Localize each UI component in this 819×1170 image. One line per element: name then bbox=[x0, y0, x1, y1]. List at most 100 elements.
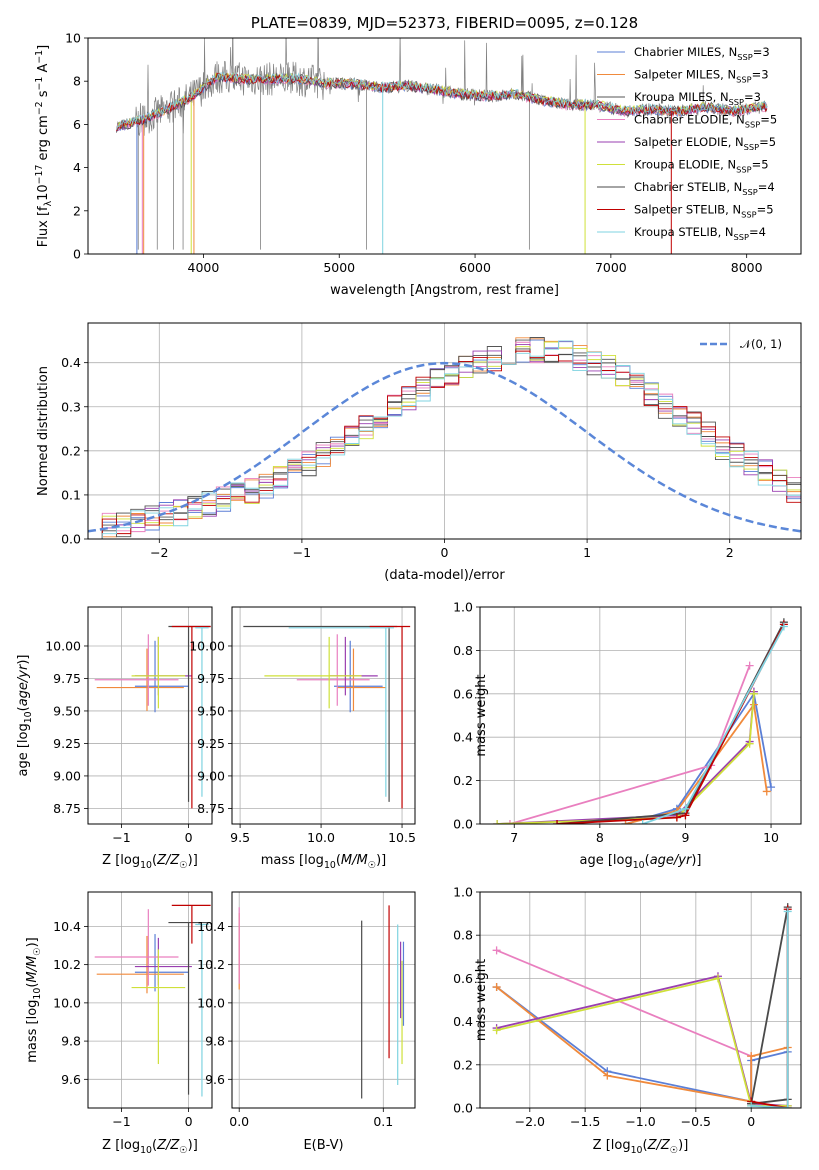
y-tick-label: 10.00 bbox=[189, 638, 225, 653]
y-axis-label: Flux [fλ10−17 erg cm−2 s−1 A−1] bbox=[34, 45, 54, 247]
axes-frame bbox=[87, 891, 213, 1109]
y-tick-label: 10.0 bbox=[53, 995, 81, 1010]
axes-frame bbox=[479, 606, 802, 825]
errorbar-point bbox=[171, 625, 211, 809]
y-tick-label: 0.0 bbox=[453, 817, 473, 832]
x-tick-label: 4000 bbox=[188, 260, 220, 275]
y-axis-label: mass weight bbox=[474, 674, 489, 756]
x-axis-label: Z [log10(Z/Z☉)] bbox=[102, 1138, 198, 1156]
chart-title: PLATE=0839, MJD=52373, FIBERID=0095, z=0… bbox=[251, 14, 638, 32]
y-tick-label: 0.1 bbox=[61, 487, 81, 502]
panel-8: −2.0 −1.5 −1.0 −0.5 0 0.0 0.2 0.4 0.6 0.8 1.0 bbox=[453, 885, 802, 1129]
y-tick-label: 6 bbox=[73, 117, 81, 132]
panel-7: 0.0 0.1 9.6 9.8 10.0 10.2 10.4 bbox=[197, 891, 416, 1129]
y-tick-label: 0 bbox=[73, 247, 81, 262]
weight-line bbox=[496, 986, 788, 1103]
x-axis-label: (data-model)/error bbox=[384, 568, 505, 583]
y-tick-label: 1.0 bbox=[453, 885, 473, 900]
weight-line bbox=[556, 621, 785, 824]
legend-label: Salpeter STELIB, NSSP=5 bbox=[634, 203, 774, 220]
y-tick-label: 0.8 bbox=[453, 928, 473, 943]
weight-line bbox=[751, 911, 789, 1108]
y-tick-label: 8.75 bbox=[197, 801, 225, 816]
errorbar-point bbox=[94, 634, 179, 706]
y-tick-label: 9.6 bbox=[205, 1072, 225, 1087]
plot-area bbox=[492, 903, 792, 1108]
weight-marker bbox=[747, 1052, 756, 1061]
x-tick-label: −1 bbox=[293, 545, 311, 560]
weight-marker bbox=[603, 1071, 612, 1080]
legend-label: Salpeter ELODIE, NSSP=5 bbox=[634, 135, 776, 152]
y-tick-label: 0.6 bbox=[453, 686, 473, 701]
model-spectrum bbox=[116, 72, 768, 131]
weight-marker bbox=[492, 946, 501, 955]
errorbar-point bbox=[134, 937, 192, 986]
weight-line bbox=[496, 949, 753, 1104]
x-tick-label: 10 bbox=[763, 830, 779, 845]
weight-marker bbox=[553, 820, 562, 824]
errorbar-point bbox=[195, 923, 209, 1097]
panel-1: 4000 5000 6000 7000 8000 0 2 4 6 8 10 bbox=[65, 31, 802, 275]
errorbar-point bbox=[96, 935, 184, 994]
weight-marker bbox=[779, 622, 788, 631]
y-tick-label: 9.75 bbox=[53, 671, 81, 686]
weight-marker bbox=[713, 974, 722, 983]
x-tick-label: 10.5 bbox=[388, 830, 416, 845]
legend-label: Chabrier MILES, NSSP=3 bbox=[634, 45, 770, 62]
errorbar-point bbox=[168, 921, 211, 1095]
y-tick-label: 9.75 bbox=[197, 671, 225, 686]
y-tick-label: 2 bbox=[73, 203, 81, 218]
legend-label: Kroupa ELODIE, NSSP=5 bbox=[634, 158, 769, 175]
weight-line bbox=[496, 977, 788, 1107]
y-tick-label: 0.4 bbox=[453, 730, 473, 745]
panel-5: 7 8 9 10 0.0 0.2 0.4 0.6 0.8 1.0 bbox=[453, 600, 802, 845]
y-tick-label: 9.8 bbox=[205, 1034, 225, 1049]
plot-area bbox=[493, 618, 788, 824]
y-tick-label: 10.2 bbox=[197, 957, 225, 972]
weight-line bbox=[642, 626, 785, 824]
weight-marker bbox=[492, 983, 501, 992]
x-tick-label: 0 bbox=[185, 830, 193, 845]
y-tick-label: 0.0 bbox=[61, 532, 81, 547]
x-tick-label: −2.0 bbox=[515, 1114, 545, 1129]
x-tick-label: 0.1 bbox=[373, 1114, 393, 1129]
y-axis-label: mass [log10(M/M☉)] bbox=[25, 937, 43, 1063]
panel-3: −1 0 8.75 9.00 9.25 9.50 9.75 10.00 bbox=[45, 606, 213, 845]
y-tick-label: 10.2 bbox=[53, 957, 81, 972]
plot-area bbox=[116, 38, 768, 254]
weight-marker bbox=[505, 820, 514, 824]
y-tick-label: 9.00 bbox=[197, 768, 225, 783]
x-tick-label: 8000 bbox=[731, 260, 763, 275]
weight-marker bbox=[493, 820, 502, 824]
y-tick-label: 1.0 bbox=[453, 600, 473, 615]
errorbar-point bbox=[134, 934, 189, 992]
legend: Chabrier MILES, NSSP=3 Salpeter MILES, NS… bbox=[597, 45, 777, 242]
weight-marker bbox=[783, 1104, 792, 1108]
errorbar-point bbox=[131, 949, 186, 1065]
x-tick-label: −1 bbox=[112, 830, 130, 845]
y-tick-label: 10.4 bbox=[197, 919, 225, 934]
weight-marker bbox=[621, 820, 630, 824]
y-tick-label: 0.3 bbox=[61, 399, 81, 414]
weight-line bbox=[750, 906, 789, 1105]
panel-2: −2 −1 0 1 2 0.0 0.1 0.2 0.3 0.4 bbox=[61, 322, 802, 560]
axes-frame bbox=[231, 891, 416, 1109]
x-tick-label: −1.0 bbox=[625, 1114, 655, 1129]
axes-frame bbox=[87, 606, 213, 825]
x-axis-label: E(B-V) bbox=[303, 1138, 343, 1153]
y-tick-label: 9.25 bbox=[197, 736, 225, 751]
y-tick-label: 9.6 bbox=[61, 1072, 81, 1087]
errorbar-point bbox=[131, 636, 186, 709]
x-axis-label: age [log10(age/yr)] bbox=[579, 853, 701, 871]
weight-marker bbox=[783, 907, 792, 916]
residual-histogram bbox=[88, 340, 801, 539]
x-axis-label: wavelength [Angstrom, rest frame] bbox=[330, 283, 559, 298]
weight-marker bbox=[492, 1026, 501, 1035]
model-spectrum bbox=[116, 71, 768, 130]
y-tick-label: 0.4 bbox=[61, 355, 81, 370]
y-tick-label: 9.50 bbox=[197, 703, 225, 718]
y-tick-label: 4 bbox=[73, 160, 81, 175]
weight-marker bbox=[745, 661, 754, 670]
weight-line bbox=[625, 702, 768, 824]
x-tick-label: −0.5 bbox=[681, 1114, 711, 1129]
